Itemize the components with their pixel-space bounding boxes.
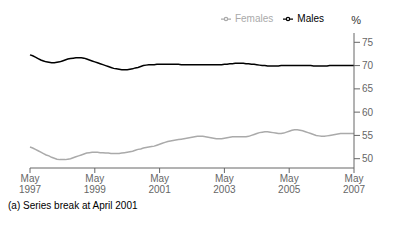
html-text:Males: Males	[297, 13, 324, 24]
svg-text:May2003: May2003	[213, 173, 236, 195]
html-text:Females: Females	[235, 13, 274, 24]
svg-text:65: 65	[362, 83, 374, 94]
svg-text:May2001: May2001	[148, 173, 171, 195]
svg-text:50: 50	[362, 153, 374, 164]
svg-text:May1997: May1997	[19, 173, 42, 195]
svg-text:May2007: May2007	[343, 173, 366, 195]
html-text:(a) Series break at April 2001: (a) Series break at April 2001	[8, 200, 138, 211]
svg-text:May2005: May2005	[278, 173, 301, 195]
svg-text:60: 60	[362, 107, 374, 118]
svg-text:75: 75	[362, 37, 374, 48]
svg-text:55: 55	[362, 130, 374, 141]
svg-text:70: 70	[362, 60, 374, 71]
svg-text:May1999: May1999	[84, 173, 107, 195]
